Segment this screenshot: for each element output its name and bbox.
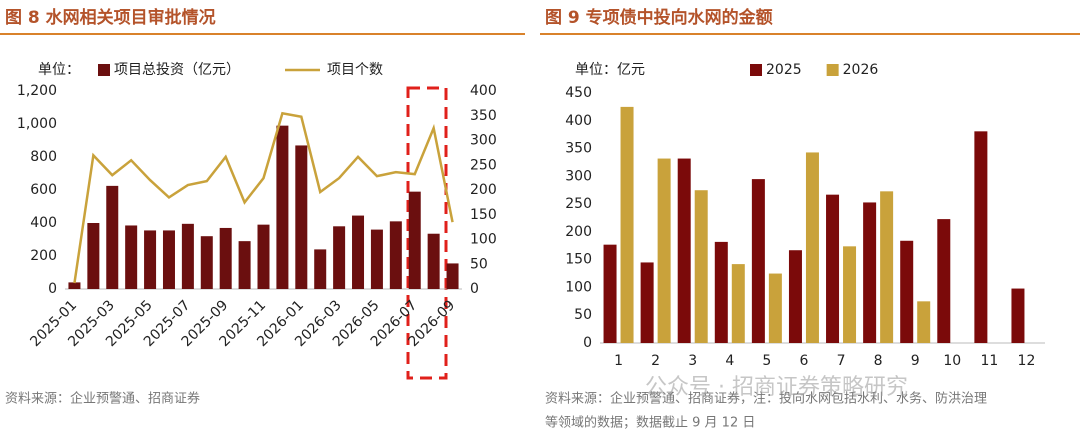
x-tick-label: 9 [911,353,920,369]
x-tick-label: 2 [651,353,660,369]
bar [657,158,671,343]
source-note: 等领域的数据；数据截止 9 月 12 日 [545,415,755,431]
y-tick-label: 50 [574,307,592,323]
bar [238,241,251,289]
legend-label: 项目个数 [327,62,383,78]
bar [917,301,931,343]
unit-label: 单位： [38,62,80,78]
bar [200,236,213,289]
x-tick-label: 4 [725,353,734,369]
legend-label: 2025 [766,62,802,78]
y-tick-label: 400 [30,215,57,231]
y2-tick-label: 400 [470,83,497,99]
bar [620,106,634,343]
x-tick-label: 11 [980,353,998,369]
bar [87,223,100,289]
x-tick-label: 7 [837,353,846,369]
bar [768,273,782,343]
bar [900,240,914,343]
bar [162,230,175,289]
y-tick-label: 600 [30,182,57,198]
legend-label: 项目总投资（亿元） [114,62,240,78]
bar [937,219,951,343]
bar [974,131,988,343]
x-tick-label: 6 [799,353,808,369]
y2-tick-label: 0 [470,281,479,297]
legend-label: 2026 [843,62,879,78]
bar [389,221,402,289]
highlight-box [406,86,448,380]
bar [333,226,346,289]
source-note: 资料来源：企业预警通、招商证券 [5,391,200,407]
x-tick-label: 3 [688,353,697,369]
bar [68,282,81,289]
y-tick-label: 300 [565,168,592,184]
source-note: 资料来源：企业预警通、招商证券，注：投向水网包括水利、水务、防洪治理 [545,391,987,407]
bar [125,225,138,289]
bar [446,263,459,289]
bar [805,152,819,343]
bar [751,179,765,343]
x-tick-label: 1 [614,353,623,369]
x-tick-label: 8 [874,353,883,369]
bar [731,264,745,343]
bar [677,158,691,343]
legend-swatch [98,64,110,76]
chart-title: 图 9 专项债中投向水网的金额 [545,7,773,28]
y-tick-label: 1,200 [17,83,57,99]
bar [427,233,440,289]
bar [352,215,365,289]
y-tick-label: 250 [565,196,592,212]
y2-tick-label: 50 [470,256,488,272]
legend-swatch [826,64,839,76]
y2-tick-label: 300 [470,133,497,149]
bar [603,244,617,343]
y-tick-label: 0 [583,335,592,351]
bar [314,249,327,289]
y-tick-label: 800 [30,149,57,165]
bar [257,224,270,289]
bar [181,223,194,289]
y-tick-label: 1,000 [17,116,57,132]
y-tick-label: 100 [565,279,592,295]
bar [863,202,877,343]
bar [788,250,802,343]
bar [880,191,894,343]
bar [694,190,708,343]
chart-title: 图 8 水网相关项目审批情况 [5,7,216,28]
x-tick-label: 5 [762,353,771,369]
bar [826,194,840,343]
bar [1011,288,1025,343]
bar [843,246,857,343]
y-tick-label: 400 [565,113,592,129]
legend-swatch [750,64,762,76]
unit-label: 单位：亿元 [575,62,645,78]
y2-tick-label: 350 [470,108,497,124]
y2-tick-label: 250 [470,157,497,173]
x-tick-label: 12 [1018,353,1036,369]
y-tick-label: 200 [565,224,592,240]
bar [714,241,728,343]
y-tick-label: 150 [565,252,592,268]
y2-tick-label: 100 [470,232,497,248]
bar [276,125,289,290]
bar [219,227,232,289]
bar [640,262,654,343]
y-tick-label: 450 [565,85,592,101]
bar [144,230,157,289]
bar [295,145,308,289]
y2-tick-label: 200 [470,182,497,198]
y2-tick-label: 150 [470,207,497,223]
y-tick-label: 200 [30,248,57,264]
y-tick-label: 0 [48,281,57,297]
y-tick-label: 350 [565,141,592,157]
bar [370,229,383,289]
watermark: 公众号 · 招商证券策略研究 [645,375,908,400]
x-tick-label: 10 [943,353,961,369]
bar [408,191,421,289]
bar [106,185,119,289]
line [73,111,454,284]
